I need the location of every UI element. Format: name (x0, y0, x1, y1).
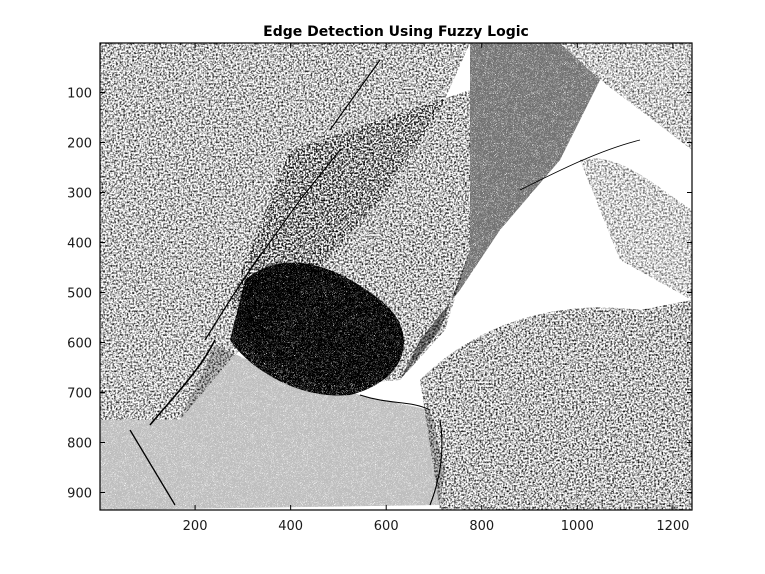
x-tick-label: 1200 (656, 519, 689, 534)
edge-lines (129, 59, 641, 506)
x-tick-label: 400 (278, 519, 303, 534)
y-tick-label: 800 (67, 437, 92, 452)
y-tick-label: 400 (67, 237, 92, 252)
x-tick-label: 800 (469, 519, 494, 534)
y-tick-label: 600 (67, 337, 92, 352)
y-axis: 100 200 300 400 500 600 700 800 900 (67, 87, 692, 502)
x-tick-label: 600 (374, 519, 399, 534)
chart-title: Edge Detection Using Fuzzy Logic (263, 24, 529, 40)
y-tick-label: 300 (67, 187, 92, 202)
y-tick-label: 100 (67, 87, 92, 102)
axes-frame (99, 42, 693, 511)
x-tick-label: 1000 (561, 519, 594, 534)
y-tick-label: 700 (67, 387, 92, 402)
y-tick-label: 900 (67, 487, 92, 502)
x-tick-label: 200 (183, 519, 208, 534)
plot-area (100, 43, 692, 510)
edge-texture-sparse (100, 43, 600, 510)
y-tick-label: 500 (67, 287, 92, 302)
y-tick-label: 200 (67, 137, 92, 152)
edge-texture-dense (100, 43, 692, 510)
x-axis: 200 400 600 800 1000 1200 (183, 43, 689, 534)
